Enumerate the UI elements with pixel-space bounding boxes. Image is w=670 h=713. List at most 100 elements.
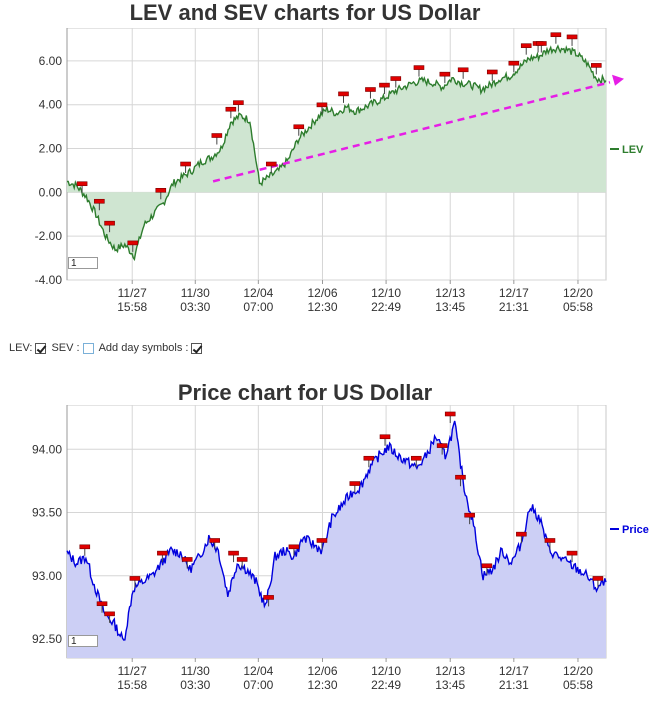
- y-tick-label: 4.00: [39, 98, 63, 112]
- x-tick-label-day: 12/17: [499, 286, 529, 300]
- day-symbol-marker[interactable]: [338, 91, 349, 103]
- day-symbol-marker[interactable]: [263, 595, 274, 607]
- day-symbol-marker[interactable]: [379, 434, 391, 446]
- x-tick-label-time: 21:31: [499, 678, 529, 692]
- sev-checkbox[interactable]: [82, 342, 94, 354]
- marker-flag: [379, 434, 391, 440]
- day-symbol-marker[interactable]: [288, 544, 300, 556]
- day-symbol-marker[interactable]: [365, 87, 376, 99]
- x-tick-label-time: 03:30: [180, 300, 210, 314]
- day-symbol-marker[interactable]: [104, 220, 115, 233]
- marker-flag: [129, 576, 141, 581]
- day-symbol-marker[interactable]: [316, 102, 328, 114]
- day-symbol-marker[interactable]: [550, 32, 562, 44]
- day-symbol-marker[interactable]: [363, 455, 375, 468]
- marker-flag: [316, 538, 328, 543]
- day-symbol-marker[interactable]: [293, 124, 305, 136]
- day-symbol-marker[interactable]: [76, 181, 88, 193]
- day-symbol-marker[interactable]: [157, 550, 168, 563]
- day-symbol-marker[interactable]: [181, 557, 193, 569]
- trendline-arrowhead: [612, 74, 624, 86]
- x-tick-label-day: 12/20: [563, 286, 593, 300]
- day-symbol-marker[interactable]: [592, 576, 604, 588]
- y-tick-label: 0.00: [39, 185, 63, 199]
- x-tick-label-day: 12/04: [243, 664, 273, 678]
- series-line-lev[interactable]: [67, 44, 607, 262]
- marker-flag: [363, 455, 375, 461]
- day-symbol-marker[interactable]: [457, 67, 469, 79]
- x-tick-label-day: 11/27: [118, 286, 147, 300]
- day-symbol-marker[interactable]: [464, 512, 475, 525]
- price-zoom-input[interactable]: 1: [68, 635, 98, 647]
- marker-flag: [211, 133, 223, 138]
- marker-flag: [225, 106, 237, 112]
- day-symbol-marker[interactable]: [590, 63, 602, 75]
- day-symbol-marker[interactable]: [508, 60, 520, 73]
- marker-flag: [365, 87, 376, 92]
- marker-flag: [516, 531, 527, 537]
- x-tick-label-time: 07:00: [243, 300, 273, 314]
- day-symbol-marker[interactable]: [566, 550, 578, 563]
- day-symbol-marker[interactable]: [265, 161, 277, 174]
- day-symbol-marker[interactable]: [94, 198, 105, 211]
- marker-flag: [265, 161, 277, 167]
- day-symbol-marker[interactable]: [390, 76, 402, 88]
- day-symbol-marker[interactable]: [79, 544, 91, 556]
- day-symbol-marker[interactable]: [436, 443, 448, 455]
- day-symbol-marker[interactable]: [209, 538, 220, 550]
- chart-controls: LEV: SEV : Add day symbols :: [9, 342, 205, 354]
- trendline: [212, 81, 611, 183]
- lev-checkbox[interactable]: [35, 342, 47, 354]
- x-tick-label-time: 22:49: [371, 300, 401, 314]
- day-symbol-marker[interactable]: [233, 100, 244, 112]
- day-symbol-marker[interactable]: [228, 550, 239, 563]
- day-symbol-marker[interactable]: [211, 133, 223, 145]
- day-symbols-checkbox-label: Add day symbols :: [98, 342, 189, 354]
- day-symbol-marker[interactable]: [96, 601, 108, 613]
- lev-zoom-input[interactable]: 1: [68, 257, 98, 269]
- day-symbol-marker[interactable]: [566, 34, 578, 46]
- day-symbol-marker[interactable]: [481, 563, 493, 575]
- day-symbol-marker[interactable]: [379, 82, 390, 95]
- day-symbol-marker[interactable]: [486, 69, 498, 81]
- day-symbol-marker[interactable]: [236, 557, 248, 569]
- marker-flag: [464, 512, 475, 518]
- day-symbol-marker[interactable]: [516, 531, 527, 544]
- day-symbol-marker[interactable]: [225, 106, 237, 119]
- price-chart-title: Price chart for US Dollar: [177, 380, 433, 405]
- marker-flag: [436, 443, 448, 448]
- marker-flag: [104, 611, 115, 617]
- day-symbol-marker[interactable]: [455, 474, 466, 487]
- day-symbol-marker[interactable]: [439, 71, 451, 84]
- day-symbol-marker[interactable]: [180, 161, 191, 174]
- marker-flag: [157, 550, 168, 556]
- day-symbol-marker[interactable]: [444, 411, 456, 423]
- marker-flag: [486, 69, 498, 75]
- day-symbol-marker[interactable]: [104, 611, 115, 623]
- x-tick-label-time: 13:45: [435, 300, 465, 314]
- y-tick-label: 93.00: [32, 569, 62, 583]
- day-symbol-marker[interactable]: [544, 538, 556, 550]
- day-symbol-marker[interactable]: [520, 43, 532, 55]
- day-symbol-marker[interactable]: [316, 538, 328, 550]
- x-tick-label-day: 12/06: [307, 286, 337, 300]
- marker-flag: [536, 41, 547, 46]
- marker-flag: [104, 220, 115, 226]
- marker-flag: [293, 124, 305, 130]
- day-symbol-marker[interactable]: [155, 188, 167, 200]
- day-symbol-marker[interactable]: [349, 481, 361, 493]
- y-tick-label: 93.50: [32, 506, 62, 520]
- day-symbol-marker[interactable]: [413, 65, 425, 77]
- series-line-price[interactable]: [66, 420, 607, 641]
- day-symbols-checkbox[interactable]: [191, 342, 203, 354]
- marker-flag: [236, 557, 248, 562]
- x-tick-label-time: 12:30: [307, 678, 337, 692]
- day-symbol-marker[interactable]: [536, 41, 547, 53]
- day-symbol-marker[interactable]: [127, 240, 139, 252]
- day-symbol-marker[interactable]: [129, 576, 141, 588]
- series-area-price: [67, 421, 606, 658]
- day-symbol-marker[interactable]: [410, 455, 422, 468]
- marker-flag: [592, 576, 604, 581]
